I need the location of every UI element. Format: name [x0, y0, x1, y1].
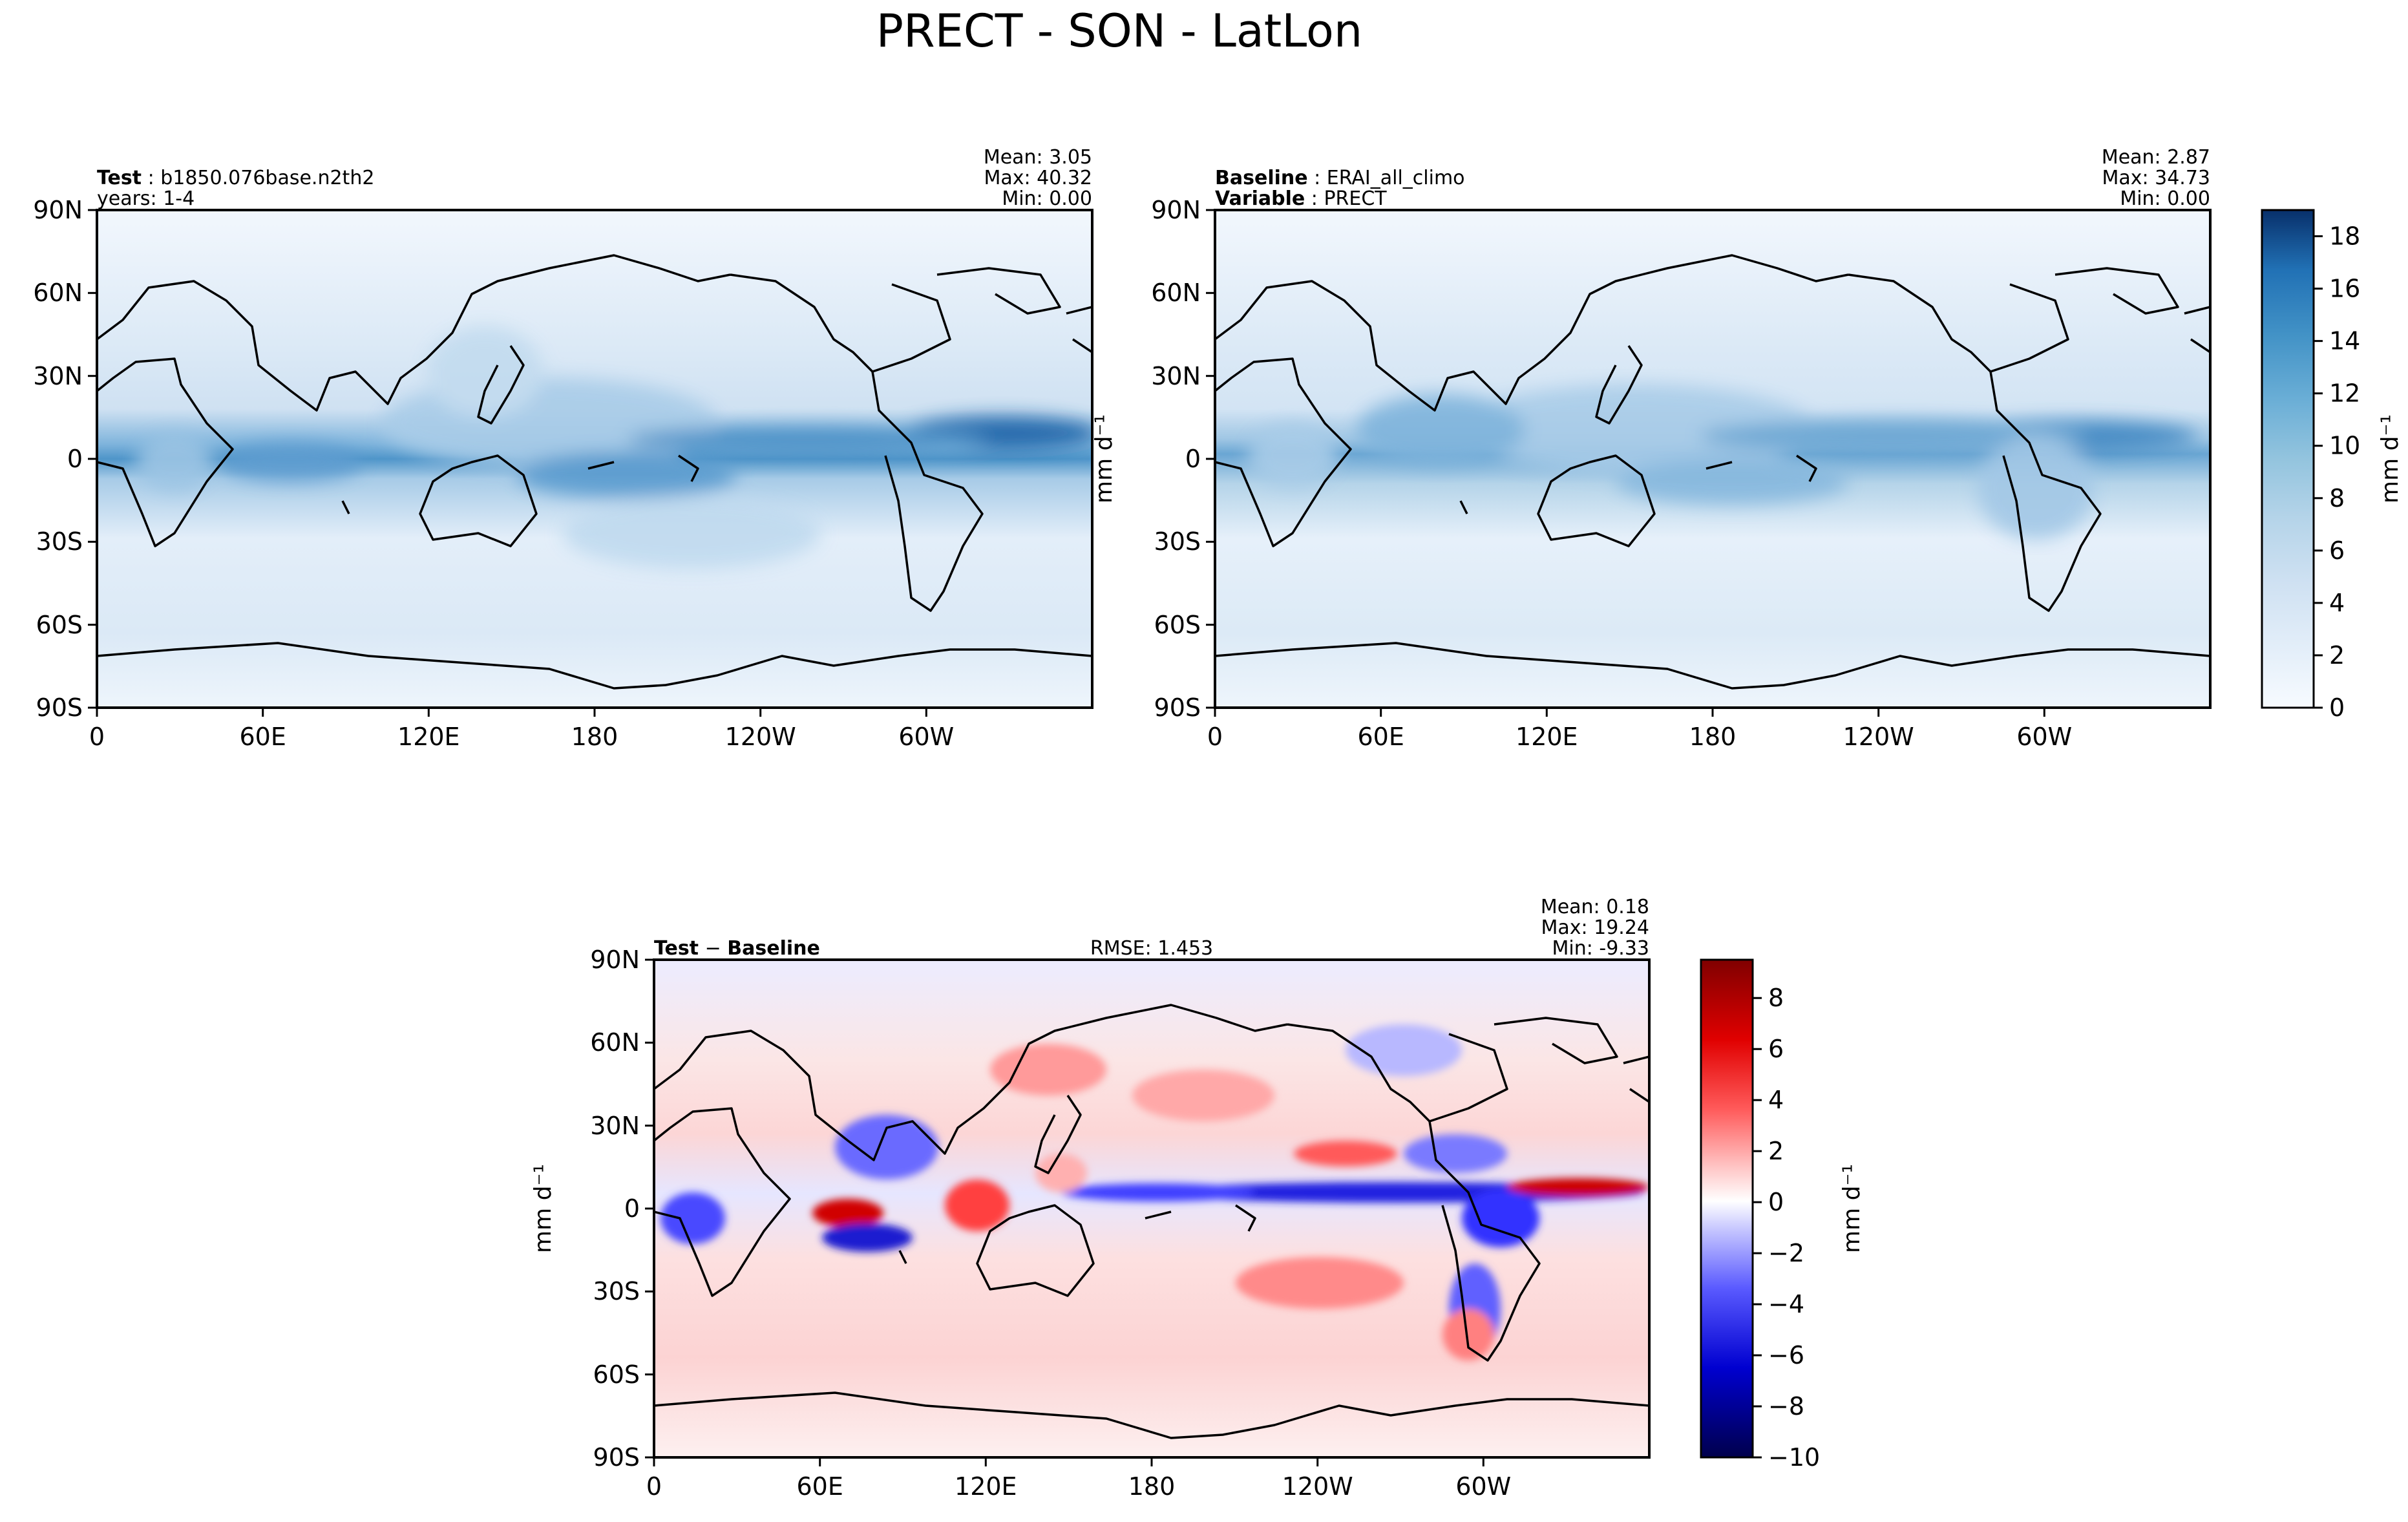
xtick-label: 0 [646, 1472, 662, 1501]
xtick-label: 120W [725, 723, 796, 751]
xtick-label: 120E [397, 723, 460, 751]
colorbar-blues: 0 2 4 6 8 10 12 14 16 18 mm d⁻¹ [2261, 209, 2403, 722]
colorbar-tick-label: 6 [1768, 1035, 1784, 1063]
colorbar-seismic-fill [1701, 960, 1753, 1457]
test-years-label: years: 1-4 [97, 187, 195, 210]
colorbar-tick-label: 8 [2329, 484, 2345, 513]
test-xticks [96, 708, 927, 717]
colorbar-tick-label: 0 [1768, 1188, 1784, 1216]
colorbar-tick-label: −2 [1768, 1239, 1804, 1267]
diff-panel: 90N 60N 30N 0 30S 60S 90S 0 60E 120E 180… [530, 896, 1651, 1501]
test-min: Min: 0.00 [1002, 187, 1092, 210]
ytick-label: 30N [590, 1112, 640, 1140]
colorbar-tick-label: −6 [1768, 1341, 1804, 1369]
xtick-label: 60E [240, 723, 286, 751]
colorbar-seismic-frame [1700, 958, 1754, 1459]
colorbar-blues-fill [2262, 210, 2314, 708]
colorbar-tick-label: −10 [1768, 1443, 1820, 1472]
baseline-panel: 90N 60N 30N 0 30S 60S 90S 0 60E 120E 180… [1091, 146, 2212, 751]
diff-coastlines [654, 1004, 1649, 1439]
ytick-label: 90S [36, 693, 83, 722]
colorbar-seismic-label: mm d⁻¹ [1839, 1164, 1865, 1253]
ytick-label: 60N [33, 279, 83, 307]
colorbar-tick-label: 6 [2329, 536, 2345, 565]
baseline-xticks [1214, 708, 2045, 717]
xtick-label: 120E [955, 1472, 1017, 1501]
figure-title: PRECT - SON - LatLon [876, 5, 1363, 58]
ytick-label: 90N [1151, 196, 1201, 224]
diff-ylabel: mm d⁻¹ [530, 1164, 556, 1253]
colorbar-seismic: 8 6 4 2 0 −2 −4 −6 −8 −10 mm d⁻¹ [1700, 958, 1865, 1472]
xtick-label: 60E [1358, 723, 1404, 751]
test-yticks [88, 209, 97, 709]
ytick-label: 0 [67, 445, 83, 473]
xtick-label: 60W [898, 723, 954, 751]
test-max: Max: 40.32 [984, 167, 1092, 189]
xtick-label: 60W [2016, 723, 2072, 751]
colorbar-tick-label: 16 [2329, 275, 2360, 303]
ytick-label: 30S [593, 1277, 640, 1305]
baseline-name-label: Baseline : ERAI_all_climo [1215, 167, 1465, 189]
ytick-label: 60N [1151, 279, 1201, 307]
diff-xticks [653, 1457, 1484, 1466]
xtick-label: 0 [1207, 723, 1223, 751]
diff-max: Max: 19.24 [1541, 916, 1649, 939]
ytick-label: 30S [36, 527, 83, 556]
baseline-mean: Mean: 2.87 [2102, 146, 2210, 169]
ytick-label: 60N [590, 1028, 640, 1057]
xtick-label: 60W [1455, 1472, 1511, 1501]
test-coastlines [97, 254, 1092, 690]
colorbar-blues-label: mm d⁻¹ [2377, 414, 2403, 503]
ytick-label: 90N [590, 946, 640, 974]
test-mean: Mean: 3.05 [984, 146, 1092, 169]
test-name-label: Test : b1850.076base.n2th2 [97, 167, 374, 189]
ytick-label: 60S [36, 611, 83, 639]
ytick-label: 30N [1151, 362, 1201, 390]
xtick-label: 180 [1689, 723, 1737, 751]
colorbar-tick-label: 0 [2329, 693, 2345, 722]
colorbar-tick-label: 8 [1768, 984, 1784, 1012]
colorbar-tick-label: 12 [2329, 379, 2360, 408]
colorbar-tick-label: 2 [1768, 1137, 1784, 1165]
baseline-min: Min: 0.00 [2120, 187, 2210, 210]
ytick-label: 30S [1154, 527, 1201, 556]
diff-yticks [645, 958, 654, 1459]
colorbar-tick-label: 10 [2329, 432, 2360, 460]
ytick-label: 90N [33, 196, 83, 224]
ytick-label: 60S [1154, 611, 1201, 639]
colorbar-tick-label: 4 [2329, 589, 2345, 617]
colorbar-tick-label: 4 [1768, 1086, 1784, 1114]
colorbar-blues-frame [2261, 209, 2315, 709]
xtick-label: 60E [797, 1472, 843, 1501]
colorbar-tick-label: 2 [2329, 641, 2345, 670]
diff-mean: Mean: 0.18 [1541, 896, 1649, 918]
baseline-coastlines [1215, 254, 2210, 690]
xtick-label: 0 [89, 723, 105, 751]
colorbar-tick-label: −4 [1768, 1290, 1804, 1318]
ytick-label: 60S [593, 1360, 640, 1389]
test-panel: 90N 60N 30N 0 30S 60S 90S 0 60E 120E 180… [33, 146, 1093, 751]
xtick-label: 180 [571, 723, 618, 751]
diff-name-label: Test − Baseline [654, 937, 820, 960]
xtick-label: 120W [1282, 1472, 1353, 1501]
diff-rmse: RMSE: 1.453 [1090, 937, 1213, 960]
diff-min: Min: -9.33 [1552, 937, 1650, 960]
ytick-label: 90S [593, 1443, 640, 1472]
xtick-label: 180 [1128, 1472, 1176, 1501]
xtick-label: 120W [1843, 723, 1914, 751]
ytick-label: 90S [1154, 693, 1201, 722]
colorbar-tick-label: 14 [2329, 327, 2360, 355]
xtick-label: 120E [1516, 723, 1578, 751]
baseline-max: Max: 34.73 [2102, 167, 2210, 189]
ytick-label: 0 [1185, 445, 1201, 473]
colorbar-tick-label: 18 [2329, 222, 2360, 251]
colorbar-tick-label: −8 [1768, 1392, 1804, 1421]
baseline-variable-label: Variable : PRECT [1215, 187, 1387, 210]
ytick-label: 30N [33, 362, 83, 390]
baseline-yticks [1206, 209, 1215, 709]
ytick-label: 0 [624, 1194, 640, 1223]
baseline-ylabel: mm d⁻¹ [1091, 414, 1117, 503]
